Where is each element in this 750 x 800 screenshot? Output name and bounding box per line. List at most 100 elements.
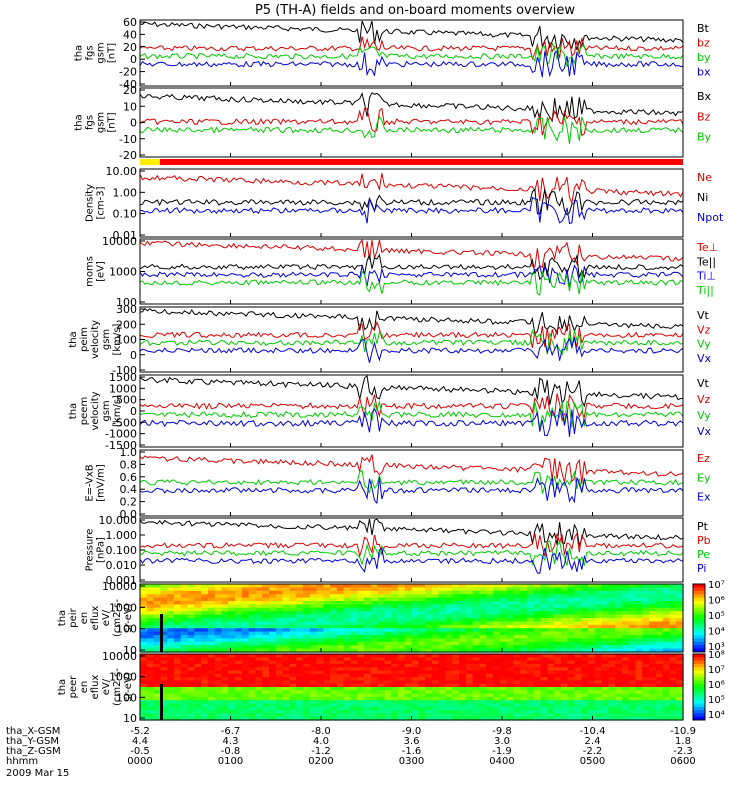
spectrogram-cell: [391, 587, 399, 592]
spectrogram-cell: [404, 677, 413, 681]
spectrogram-cell: [669, 693, 677, 698]
panel-frame: [139, 19, 684, 87]
spectrogram-cell: [316, 677, 324, 681]
spectrogram-cell: [350, 700, 358, 705]
spectrogram-cell: [526, 660, 535, 665]
spectrogram-cell: [520, 687, 528, 691]
x-tick-label: -0.5: [130, 746, 150, 757]
spectrogram-cell: [486, 680, 494, 685]
spectrogram-cell: [201, 667, 209, 672]
spectrogram-cell: [431, 660, 440, 665]
spectrogram-cell: [554, 703, 562, 708]
spectrogram-cell: [452, 648, 460, 653]
spectrogram-cell: [316, 710, 324, 714]
spectrogram-cell: [533, 693, 542, 698]
spectrogram-cell: [445, 618, 453, 622]
spectrogram-cell: [547, 667, 555, 672]
spectrogram-cell: [594, 696, 603, 701]
spectrogram-cell: [547, 677, 555, 681]
spectrogram-cell: [635, 696, 643, 701]
legend-entry: Ti||: [696, 284, 714, 297]
spectrogram-cell: [526, 645, 535, 650]
spectrogram-cell: [594, 690, 603, 695]
spectrogram-cell: [574, 621, 582, 626]
spectrogram-cell: [472, 614, 480, 619]
spectrogram-cell: [160, 601, 168, 605]
spectrogram-cell: [309, 611, 318, 616]
spectrogram-cell: [302, 645, 311, 650]
spectrogram-cell: [330, 657, 338, 662]
spectrogram-cell: [520, 628, 528, 633]
spectrogram-cell: [411, 663, 419, 668]
spectrogram-cell: [574, 660, 582, 665]
spectrogram-cell: [275, 693, 284, 698]
spectrogram-cell: [411, 700, 419, 705]
spectrogram-cell: [255, 677, 263, 681]
spectrogram-cell: [635, 673, 643, 678]
spectrogram-cell: [296, 716, 304, 721]
spectrogram-cell: [431, 587, 440, 592]
spectrogram-cell: [642, 703, 650, 708]
spectrogram-cell: [289, 614, 297, 619]
spectrogram-cell: [323, 657, 331, 662]
x-tick-label: -0.8: [221, 746, 241, 757]
spectrogram-cell: [486, 584, 494, 588]
spectrogram-cell: [350, 604, 358, 609]
spectrogram-cell: [370, 654, 379, 658]
spectrogram-cell: [255, 696, 263, 701]
colorbar-step: [693, 660, 705, 665]
spectrogram-cell: [316, 683, 324, 688]
spectrogram-cell: [357, 693, 365, 698]
spectrogram-cell: [180, 638, 189, 643]
spectrogram-cell: [228, 663, 236, 668]
spectrogram-cell: [649, 690, 657, 695]
spectrogram-cell: [241, 604, 250, 609]
spectrogram-cell: [397, 660, 406, 665]
spectrogram-cell: [601, 713, 609, 718]
spectrogram-cell: [445, 687, 453, 691]
spectrogram-cell: [628, 624, 637, 629]
spectrogram-cell: [221, 706, 229, 711]
spectrogram-cell: [323, 716, 331, 721]
spectrogram-cell: [255, 660, 263, 665]
spectrogram-cell: [465, 716, 474, 721]
spectrogram-cell: [330, 710, 338, 714]
spectrogram-cell: [438, 713, 446, 718]
spectrogram-cell: [201, 648, 209, 653]
spectrogram-cell: [282, 641, 290, 646]
spectrogram-cell: [187, 706, 195, 711]
spectrogram-cell: [431, 607, 440, 612]
spectrogram-cell: [676, 584, 684, 588]
spectrogram-cell: [262, 587, 270, 592]
spectrogram-cell: [567, 604, 575, 609]
spectrogram-cell: [655, 667, 664, 672]
spectrogram-cell: [302, 638, 311, 643]
spectrogram-cell: [425, 601, 433, 605]
spectrogram-cell: [526, 604, 535, 609]
spectrogram-cell: [248, 597, 256, 602]
spectrogram-cell: [262, 677, 270, 681]
spectrogram-cell: [255, 601, 263, 605]
spectrogram-cell: [526, 687, 535, 691]
spectrogram-cell: [574, 683, 582, 688]
spectrogram-cell: [235, 693, 243, 698]
spectrogram-cell: [438, 683, 446, 688]
spectrogram-cell: [526, 657, 535, 662]
spectrogram-cell: [153, 703, 161, 708]
spectrogram-cell: [235, 638, 243, 643]
spectrogram-cell: [207, 604, 216, 609]
spectrogram-cell: [241, 624, 250, 629]
spectrogram-cell: [492, 638, 501, 643]
spectrogram-cell: [296, 604, 304, 609]
spectrogram-cell: [316, 716, 324, 721]
spectrogram-cell: [588, 635, 596, 639]
spectrogram-cell: [350, 713, 358, 718]
spectrogram-cell: [316, 607, 324, 612]
spectrogram-cell: [506, 716, 514, 721]
spectrogram-cell: [411, 713, 419, 718]
spectrogram-cell: [459, 597, 467, 602]
spectrogram-cell: [547, 584, 555, 588]
spectrogram-cell: [364, 660, 372, 665]
spectrogram-cell: [655, 601, 664, 605]
spectrogram-cell: [391, 670, 399, 675]
